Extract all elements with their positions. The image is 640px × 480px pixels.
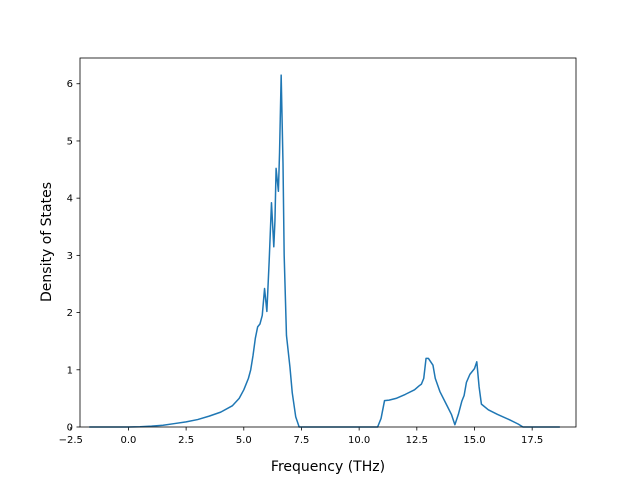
x-axis-label: Frequency (THz) — [271, 459, 385, 475]
y-tick-label: 1 — [67, 365, 73, 376]
x-axis-ticks: −2.5 0.0 2.5 5.0 7.5 10.0 12.5 15.0 17.5 — [59, 427, 543, 446]
x-tick-label: 0.0 — [120, 435, 136, 446]
y-tick-label: 2 — [67, 308, 73, 319]
y-tick-label: 5 — [67, 136, 73, 147]
plot-background — [80, 58, 576, 427]
y-axis-label: Density of States — [39, 182, 55, 302]
x-tick-label: 12.5 — [406, 435, 428, 446]
x-tick-label: 15.0 — [463, 435, 485, 446]
y-tick-label: 3 — [67, 251, 73, 262]
y-tick-label: 6 — [67, 79, 73, 90]
x-tick-label: 7.5 — [294, 435, 310, 446]
x-tick-label: 5.0 — [236, 435, 252, 446]
plot-frame — [79, 57, 577, 428]
y-tick-label: 4 — [67, 194, 73, 205]
y-tick-label: 0 — [67, 423, 73, 434]
x-tick-label: 10.0 — [348, 435, 370, 446]
y-axis-ticks: 0 1 2 3 4 5 6 — [67, 79, 80, 434]
x-tick-label: −2.5 — [59, 435, 83, 446]
x-tick-label: 2.5 — [178, 435, 194, 446]
x-tick-label: 17.5 — [521, 435, 543, 446]
